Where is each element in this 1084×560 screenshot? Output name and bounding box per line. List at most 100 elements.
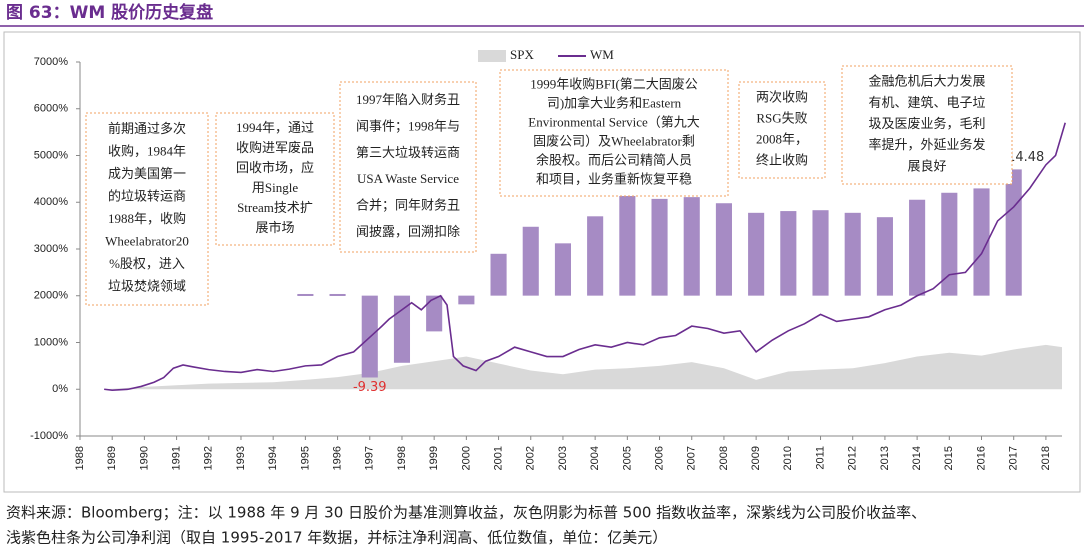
annotation-text: 两次收购 bbox=[756, 89, 808, 104]
x-tick-label: 2016 bbox=[975, 446, 987, 470]
annotation-text: RSG失败 bbox=[756, 110, 807, 125]
x-tick-label: 1991 bbox=[170, 446, 182, 470]
annotation-text: 闻披露，回溯扣除 bbox=[356, 224, 460, 239]
x-tick-label: 1990 bbox=[138, 446, 150, 470]
y-tick-label: 7000% bbox=[34, 56, 68, 68]
x-tick-label: 1999 bbox=[428, 446, 440, 470]
bar bbox=[297, 293, 314, 296]
x-tick-label: 2001 bbox=[492, 446, 504, 470]
annotation-text: %股权，进入 bbox=[109, 256, 185, 271]
x-tick-label: 2011 bbox=[814, 446, 826, 470]
y-tick-label: 6000% bbox=[34, 103, 68, 115]
legend-label: WM bbox=[590, 47, 614, 62]
bar bbox=[715, 203, 732, 296]
annotation-text: 1994年，通过 bbox=[236, 120, 314, 135]
annotation-text: 固废公司）及Wheelabrator剩 bbox=[533, 133, 695, 148]
x-tick-label: 1989 bbox=[106, 446, 118, 470]
bar bbox=[876, 217, 893, 296]
y-tick-label: 0% bbox=[52, 383, 68, 395]
x-tick-label: 1997 bbox=[364, 446, 376, 470]
annotation-text: 余股权。而后公司精简人员 bbox=[536, 152, 692, 167]
annotation-text: 展市场 bbox=[255, 220, 294, 235]
annotation-text: USA Waste Service bbox=[357, 171, 459, 186]
x-tick-label: 1988 bbox=[74, 446, 86, 470]
bar bbox=[490, 253, 507, 296]
annotation-text: 垃圾焚烧领域 bbox=[108, 279, 186, 294]
x-tick-label: 1993 bbox=[235, 446, 247, 470]
legend-label: SPX bbox=[510, 47, 534, 62]
x-tick-label: 2010 bbox=[782, 446, 794, 470]
x-tick-label: 1996 bbox=[331, 446, 343, 470]
bar bbox=[458, 295, 475, 305]
annotation-text: 终止收购 bbox=[756, 152, 808, 167]
bar bbox=[587, 216, 604, 296]
x-tick-label: 2005 bbox=[621, 446, 633, 470]
annotation: 两次收购 RSG失败 2008年， 终止收购 bbox=[738, 81, 826, 179]
area bbox=[104, 344, 1063, 390]
x-tick-label: 2003 bbox=[557, 446, 569, 470]
annotation-text: 收购进军废品 bbox=[236, 140, 314, 155]
annotation-text: 的垃圾转运商 bbox=[108, 189, 186, 204]
bar bbox=[522, 226, 539, 296]
y-tick-label: 5000% bbox=[34, 149, 68, 161]
annotation-text: 1997年陷入财务丑 bbox=[356, 92, 460, 107]
bar bbox=[973, 188, 990, 296]
annotation-text: 回收市场，应 bbox=[236, 160, 314, 175]
bar bbox=[329, 293, 346, 296]
annotation-text: 展良好 bbox=[907, 158, 946, 173]
annotation-text: 成为美国第一 bbox=[108, 166, 186, 181]
annotation-text: 1999年收购BFI(第二大固废公 bbox=[530, 76, 698, 91]
annotation-text: 用Single bbox=[252, 180, 298, 195]
x-tick-label: 2002 bbox=[525, 446, 537, 470]
bar bbox=[909, 199, 926, 296]
bar bbox=[844, 212, 861, 296]
annotation-text: 2008年， bbox=[756, 131, 808, 146]
annotation-text: 前期通过多次 bbox=[108, 121, 186, 136]
x-tick-label: 2018 bbox=[1040, 446, 1052, 470]
bar bbox=[941, 192, 958, 296]
annotation-text: 和项目，业务重新恢复平稳 bbox=[536, 171, 692, 186]
annotation-box bbox=[339, 81, 477, 253]
bar bbox=[651, 198, 668, 296]
page-title: 图 63：WM 股价历史复盘 bbox=[6, 2, 213, 23]
legend-swatch bbox=[478, 50, 506, 62]
annotation-box bbox=[738, 81, 826, 179]
bar bbox=[426, 295, 443, 332]
bar bbox=[1005, 169, 1022, 296]
x-tick-label: 2000 bbox=[460, 446, 472, 470]
note-line: 浅紫色柱条为公司净利润（取自 1995-2017 年数据，并标注净利润高、低位数… bbox=[6, 529, 667, 547]
bar bbox=[619, 195, 636, 296]
x-tick-label: 2004 bbox=[589, 446, 601, 470]
line bbox=[104, 122, 1066, 391]
x-tick-label: 2012 bbox=[847, 446, 859, 470]
x-tick-label: 2014 bbox=[911, 446, 923, 470]
annotation-text: 圾及医废业务，毛利 bbox=[868, 116, 985, 131]
y-tick-label: 1000% bbox=[34, 336, 68, 348]
note-line: 资料来源：Bloomberg；注：以 1988 年 9 月 30 日股价为基准测… bbox=[6, 504, 926, 522]
bar bbox=[554, 243, 571, 296]
bar bbox=[812, 210, 829, 296]
annotation-text: Stream技术扩 bbox=[237, 200, 313, 215]
annotation-text: 司)加拿大业务和Eastern bbox=[547, 95, 682, 110]
bar bbox=[780, 211, 797, 296]
annotation-box bbox=[499, 69, 729, 197]
annotation-text: Wheelabrator20 bbox=[105, 234, 189, 249]
x-tick-label: 1998 bbox=[396, 446, 408, 470]
annotation-box bbox=[85, 112, 209, 306]
y-tick-label: -1000% bbox=[30, 430, 68, 442]
data-label: 14.48 bbox=[1007, 150, 1044, 165]
annotation-text: 闻事件；1998年与 bbox=[356, 118, 460, 134]
x-tick-label: 2008 bbox=[718, 446, 730, 470]
y-tick-label: 3000% bbox=[34, 243, 68, 255]
annotation-text: 金融危机后大力发展 bbox=[868, 74, 985, 89]
x-tick-label: 2017 bbox=[1008, 446, 1020, 470]
bar bbox=[683, 197, 700, 296]
x-tick-label: 2015 bbox=[943, 446, 955, 470]
y-tick-label: 4000% bbox=[34, 196, 68, 208]
annotation-text: Environmental Service（第九大 bbox=[528, 114, 700, 129]
data-label: -9.39 bbox=[353, 380, 387, 395]
